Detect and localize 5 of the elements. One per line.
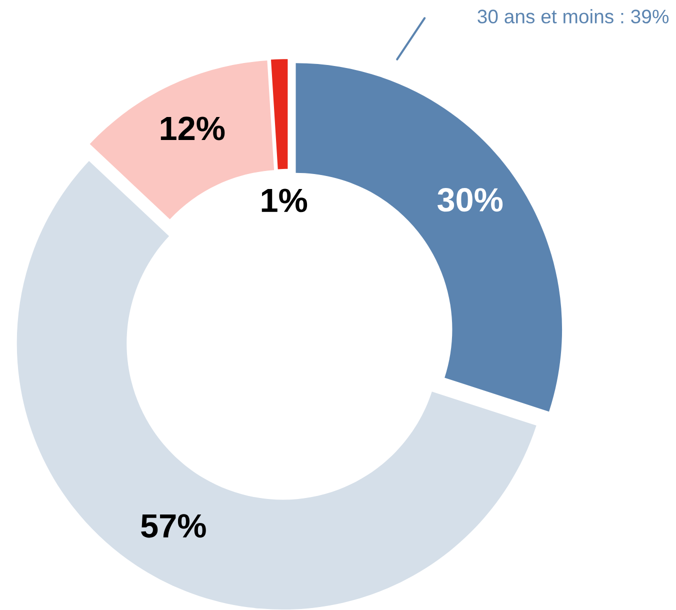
data-label: 1% [262,188,308,212]
data-label: 12% [160,116,225,140]
text: 30 ans et moins : 39% [478,9,669,24]
data-label: 30% [438,188,503,212]
data-label: 57% [141,514,206,538]
